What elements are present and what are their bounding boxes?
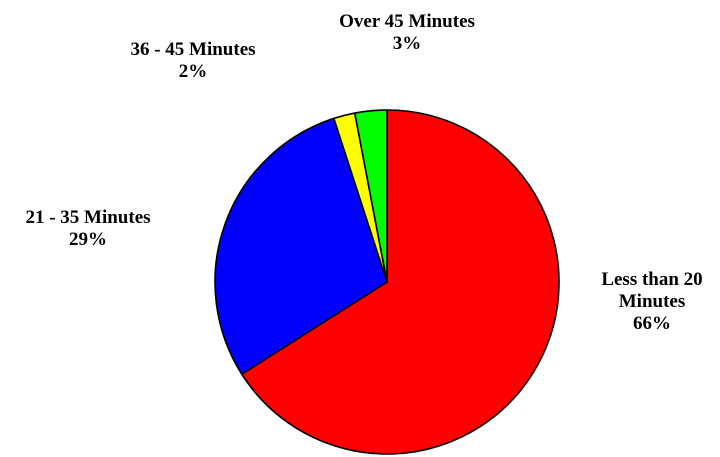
- data-label-value: 29%: [69, 229, 107, 250]
- pie-labels: Less than 20 Minutes 66% 21 - 35 Minutes 29%…: [25, 11, 702, 334]
- data-label-36-45-minutes: 36 - 45 Minutes 2%: [130, 39, 255, 82]
- pie-slice-over-45-minutes: [353, 109, 388, 283]
- data-label-value: 66%: [633, 313, 671, 334]
- data-label-less-than-20-minutes: Less than 20 Minutes 66%: [601, 269, 702, 334]
- data-label-category: Minutes: [619, 291, 686, 312]
- data-label-value: 3%: [393, 33, 422, 54]
- pie-slice-21-35-minutes: [214, 117, 388, 375]
- data-label-21-35-minutes: 21 - 35 Minutes 29%: [25, 207, 150, 250]
- pie-slice-less-than-20-minutes: [240, 109, 560, 455]
- data-label-over-45-minutes: Over 45 Minutes 3%: [339, 11, 475, 54]
- data-label-category: 21 - 35 Minutes: [25, 207, 150, 228]
- data-label-category: Less than 20: [601, 269, 702, 290]
- data-label-value: 2%: [179, 61, 208, 82]
- pie-slices: [214, 109, 560, 455]
- data-label-category: 36 - 45 Minutes: [130, 39, 255, 60]
- data-label-category: Over 45 Minutes: [339, 11, 475, 32]
